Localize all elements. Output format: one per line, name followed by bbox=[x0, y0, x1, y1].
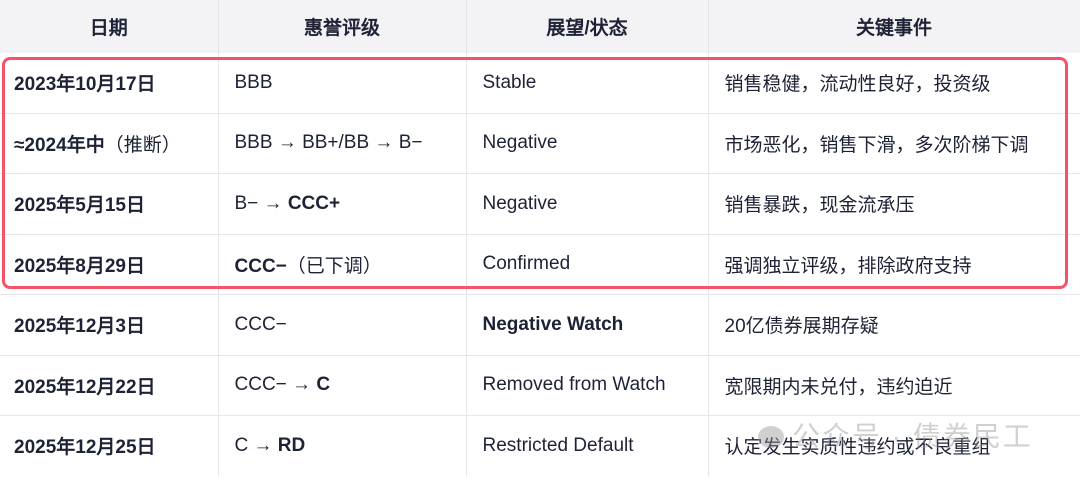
cell-date: 2025年8月29日 bbox=[0, 233, 219, 295]
cell-text: Confirmed bbox=[482, 253, 571, 275]
cell-date: 2023年10月17日 bbox=[0, 53, 219, 113]
cell-event: 销售稳健，流动性良好，投资级 bbox=[708, 53, 1080, 113]
cell-text: 强调独立评级，排除政府支持 bbox=[724, 255, 972, 277]
cell-outlook: Stable bbox=[466, 53, 709, 113]
cell-text: BBB → BB+/BB → B− bbox=[234, 132, 423, 154]
cell-rating: BBB → BB+/BB → B− bbox=[218, 112, 467, 174]
cell-text: Stable bbox=[482, 71, 537, 93]
header-outlook: 展望/状态 bbox=[466, 0, 709, 53]
cell-text: Restricted Default bbox=[482, 434, 634, 456]
cell-text: C bbox=[316, 374, 331, 396]
cell-text: （推断） bbox=[104, 134, 181, 156]
cell-text: 20亿债券展期存疑 bbox=[724, 316, 879, 338]
cell-date: 2025年5月15日 bbox=[0, 173, 219, 234]
cell-text: 2025年12月3日 bbox=[14, 316, 145, 338]
cell-rating: CCC− bbox=[218, 294, 467, 355]
cell-text: 2025年12月22日 bbox=[14, 376, 156, 398]
cell-outlook: Negative bbox=[466, 173, 709, 234]
cell-date: 2025年12月3日 bbox=[0, 294, 219, 355]
cell-text: 宽限期内未兑付，违约迫近 bbox=[724, 376, 953, 398]
cell-text: Negative Watch bbox=[482, 313, 624, 335]
cell-text: B− → bbox=[234, 192, 288, 214]
table-row: 2025年12月3日 CCC− Negative Watch 20亿债券展期存疑 bbox=[0, 294, 1080, 355]
cell-text: RD bbox=[277, 434, 306, 456]
cell-outlook: Restricted Default bbox=[466, 415, 709, 476]
header-row: 日期 惠誉评级 展望/状态 关键事件 bbox=[0, 0, 1080, 53]
cell-outlook: Negative Watch bbox=[466, 294, 709, 355]
cell-text: C → bbox=[234, 434, 278, 456]
header-event: 关键事件 bbox=[708, 0, 1080, 53]
cell-event: 销售暴跌，现金流承压 bbox=[708, 173, 1080, 234]
cell-text: BBB bbox=[234, 71, 273, 93]
cell-date: 2025年12月25日 bbox=[0, 415, 219, 476]
cell-date: 2025年12月22日 bbox=[0, 354, 219, 416]
cell-rating: B− → CCC+ bbox=[218, 173, 467, 234]
cell-rating: CCC− → C bbox=[218, 354, 467, 416]
header-rating: 惠誉评级 bbox=[218, 0, 467, 53]
cell-outlook: Confirmed bbox=[466, 233, 709, 295]
cell-event: 市场恶化，销售下滑，多次阶梯下调 bbox=[708, 112, 1080, 174]
cell-text: 2025年5月15日 bbox=[14, 195, 145, 217]
cell-text: 认定发生实质性违约或不良重组 bbox=[724, 437, 991, 459]
cell-text: CCC− → bbox=[234, 374, 317, 396]
cell-rating: CCC−（已下调） bbox=[218, 233, 467, 295]
cell-text: ≈2024年中 bbox=[14, 134, 105, 156]
cell-text: 2025年8月29日 bbox=[14, 255, 145, 277]
cell-outlook: Removed from Watch bbox=[466, 354, 709, 416]
table-row: 2025年8月29日 CCC−（已下调） Confirmed 强调独立评级，排除政府支… bbox=[0, 233, 1080, 295]
cell-text: （已下调） bbox=[286, 255, 382, 277]
cell-outlook: Negative bbox=[466, 112, 709, 174]
cell-text: 2025年12月25日 bbox=[14, 437, 156, 459]
table-row: 2025年12月25日 C → RD Restricted Default 认定发生实… bbox=[0, 415, 1080, 476]
cell-text: CCC+ bbox=[287, 192, 341, 214]
cell-text: 销售稳健，流动性良好，投资级 bbox=[724, 74, 991, 96]
cell-text: Removed from Watch bbox=[482, 374, 666, 396]
table-row: 2025年12月22日 CCC− → C Removed from Watch 宽限期… bbox=[0, 354, 1080, 416]
cell-rating: BBB bbox=[218, 53, 467, 113]
cell-rating: C → RD bbox=[218, 415, 467, 476]
cell-date: ≈2024年中（推断） bbox=[0, 112, 219, 174]
cell-event: 认定发生实质性违约或不良重组 bbox=[708, 415, 1080, 476]
cell-event: 宽限期内未兑付，违约迫近 bbox=[708, 354, 1080, 416]
table-row: 2023年10月17日 BBB Stable 销售稳健，流动性良好，投资级 bbox=[0, 53, 1080, 113]
cell-event: 强调独立评级，排除政府支持 bbox=[708, 233, 1080, 295]
cell-text: Negative bbox=[482, 132, 558, 154]
cell-event: 20亿债券展期存疑 bbox=[708, 294, 1080, 355]
table-row: 2025年5月15日 B− → CCC+ Negative 销售暴跌，现金流承压 bbox=[0, 173, 1080, 234]
cell-text: CCC− bbox=[234, 313, 287, 335]
header-date: 日期 bbox=[0, 0, 219, 53]
cell-text: 2023年10月17日 bbox=[14, 74, 156, 96]
table-row: ≈2024年中（推断） BBB → BB+/BB → B− Negative 市场恶化… bbox=[0, 112, 1080, 174]
cell-text: Negative bbox=[482, 192, 558, 214]
cell-text: 销售暴跌，现金流承压 bbox=[724, 195, 915, 217]
cell-text: CCC− bbox=[234, 255, 287, 277]
cell-text: 市场恶化，销售下滑，多次阶梯下调 bbox=[724, 134, 1029, 156]
